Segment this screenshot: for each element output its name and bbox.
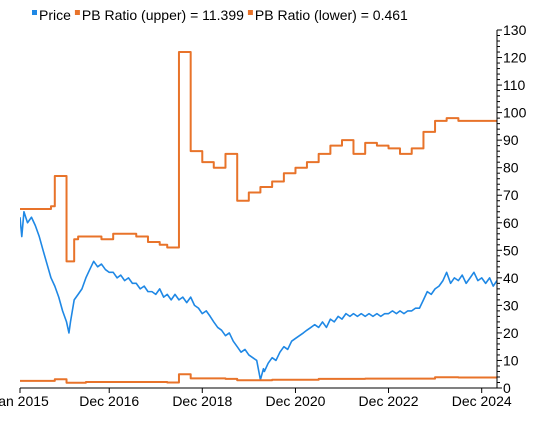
legend-swatch <box>32 10 37 15</box>
legend-swatch <box>247 10 253 15</box>
y-tick-label: 70 <box>503 187 519 203</box>
legend: Price PB Ratio (upper) = 11.399 PB Ratio (… <box>32 7 408 23</box>
y-tick-label: 20 <box>503 325 519 341</box>
y-tick-label: 0 <box>503 380 511 396</box>
y-tick-label: 90 <box>503 132 519 148</box>
y-tick-label: 60 <box>503 215 519 231</box>
y-tick-label: 100 <box>503 105 527 121</box>
legend-label: PB Ratio (upper) = 11.399 <box>82 7 244 23</box>
y-tick-label: 120 <box>503 50 527 66</box>
series-line-pb-ratio-lower-0-461 <box>20 373 497 384</box>
y-tick-label: 130 <box>503 22 527 38</box>
series-layer <box>20 51 497 384</box>
x-tick-label: Dec 2016 <box>79 393 139 409</box>
axes-layer: 0 10 20 30 40 50 60 70 80 90 100 110 120 130 Jan 2015 D… <box>0 22 527 409</box>
x-tick-label: Dec 2018 <box>172 393 232 409</box>
y-tick-label: 40 <box>503 270 519 286</box>
y-tick-label: 10 <box>503 352 519 368</box>
legend-label: Price <box>39 7 71 23</box>
series-line-price <box>20 210 497 381</box>
y-tick-label: 50 <box>503 242 519 258</box>
legend-swatch <box>74 10 80 15</box>
x-tick-label: Dec 2020 <box>265 393 325 409</box>
series-line-pb-ratio-upper-11-399 <box>20 51 497 263</box>
x-tick-label: Dec 2024 <box>452 393 512 409</box>
y-tick-label: 30 <box>503 297 519 313</box>
legend-label: PB Ratio (lower) = 0.461 <box>255 7 408 23</box>
x-tick-label: Jan 2015 <box>0 393 49 409</box>
y-tick-label: 110 <box>503 77 526 93</box>
y-tick-label: 80 <box>503 160 519 176</box>
x-tick-label: Dec 2022 <box>359 393 419 409</box>
